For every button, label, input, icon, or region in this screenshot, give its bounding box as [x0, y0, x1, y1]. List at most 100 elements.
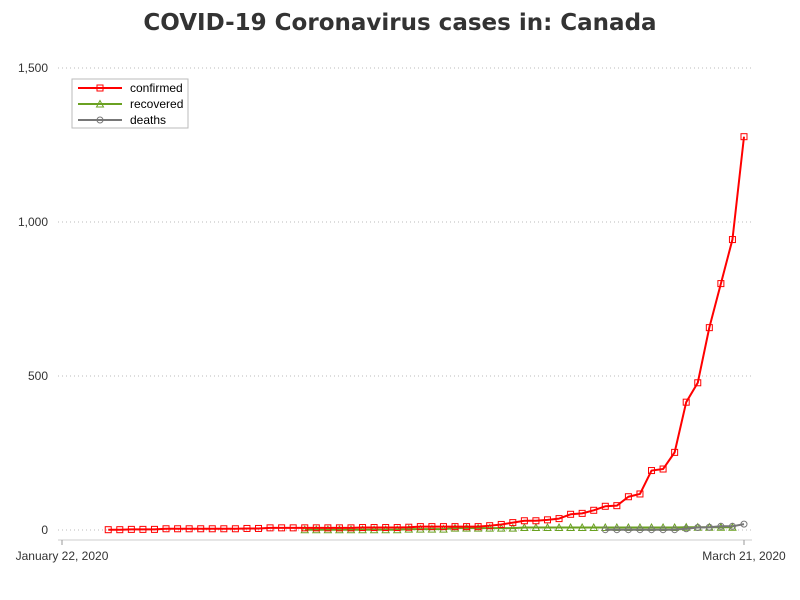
data-point-deaths — [682, 525, 690, 533]
data-point-recovered — [404, 524, 414, 533]
data-point-recovered — [346, 525, 356, 534]
data-point-confirmed — [740, 133, 748, 141]
series-line-deaths — [605, 523, 745, 531]
data-point-confirmed — [185, 525, 193, 533]
data-point-confirmed — [301, 524, 309, 532]
data-point-recovered — [520, 522, 529, 532]
data-point-recovered — [543, 522, 552, 532]
data-point-confirmed — [451, 523, 459, 531]
data-point-deaths — [705, 523, 713, 531]
data-point-deaths — [659, 526, 667, 534]
data-point-confirmed — [139, 525, 147, 533]
data-point-recovered — [450, 523, 460, 532]
series-line-confirmed — [108, 136, 745, 531]
data-point-recovered — [381, 525, 390, 534]
data-point-confirmed — [416, 523, 424, 531]
data-point-confirmed — [393, 524, 401, 532]
data-point-confirmed — [474, 523, 482, 531]
data-point-confirmed — [231, 525, 239, 533]
data-point-confirmed — [728, 236, 736, 244]
data-point-confirmed — [555, 515, 563, 523]
data-point-confirmed — [243, 524, 251, 532]
legend-label-recovered: recovered — [130, 97, 183, 111]
data-point-recovered — [427, 524, 437, 533]
data-point-confirmed — [613, 502, 621, 510]
data-point-confirmed — [578, 509, 586, 517]
legend-label-deaths: deaths — [130, 113, 166, 127]
data-point-confirmed — [543, 516, 551, 524]
data-point-recovered — [300, 525, 310, 534]
data-point-confirmed — [208, 525, 216, 533]
data-point-confirmed — [497, 520, 505, 528]
data-point-deaths — [648, 526, 656, 534]
data-point-deaths — [636, 526, 644, 534]
data-point-confirmed — [382, 524, 390, 532]
data-point-confirmed — [532, 517, 540, 525]
y-tick-label: 1,500 — [18, 61, 48, 75]
data-point-confirmed — [335, 524, 343, 532]
data-point-confirmed — [324, 524, 332, 532]
y-tick-label: 500 — [28, 369, 48, 383]
data-point-confirmed — [116, 526, 124, 534]
x-tick-label: March 21, 2020 — [702, 549, 786, 563]
data-point-confirmed — [174, 525, 182, 533]
data-point-confirmed — [636, 490, 644, 498]
data-point-confirmed — [359, 524, 367, 532]
data-point-confirmed — [671, 448, 679, 456]
y-tick-label: 1,000 — [18, 215, 48, 229]
data-point-confirmed — [347, 524, 355, 532]
data-point-deaths — [601, 526, 609, 534]
data-point-confirmed — [289, 524, 297, 532]
data-point-confirmed — [197, 525, 205, 533]
data-point-confirmed — [601, 502, 609, 510]
data-point-confirmed — [439, 523, 447, 531]
data-point-confirmed — [648, 467, 656, 475]
data-point-confirmed — [717, 280, 725, 288]
data-point-confirmed — [694, 379, 702, 387]
data-point-recovered — [439, 524, 448, 533]
data-point-confirmed — [463, 523, 471, 531]
data-point-confirmed — [486, 522, 494, 530]
data-point-recovered — [681, 522, 691, 531]
data-point-deaths — [671, 526, 679, 534]
data-point-deaths — [740, 520, 748, 528]
data-point-confirmed — [567, 510, 575, 518]
data-point-confirmed — [266, 524, 274, 532]
data-point-recovered — [554, 522, 564, 532]
data-point-confirmed — [150, 525, 158, 533]
legend-marker-confirmed — [96, 84, 104, 92]
data-point-recovered — [462, 523, 471, 532]
data-point-confirmed — [405, 523, 413, 531]
x-tick-label: January 22, 2020 — [16, 549, 109, 563]
data-point-deaths — [694, 524, 702, 532]
data-point-confirmed — [590, 506, 598, 514]
data-point-confirmed — [682, 398, 690, 406]
data-point-recovered — [392, 525, 402, 534]
legend-marker-deaths — [96, 116, 104, 124]
data-point-confirmed — [624, 493, 632, 501]
data-point-recovered — [577, 522, 587, 532]
data-point-confirmed — [509, 519, 517, 527]
data-point-deaths — [728, 522, 736, 530]
data-point-confirmed — [104, 526, 112, 534]
chart-title: COVID-19 Coronavirus cases in: Canada — [143, 10, 657, 36]
data-point-confirmed — [162, 525, 170, 533]
data-point-recovered — [589, 522, 599, 532]
data-point-confirmed — [278, 524, 286, 532]
data-point-deaths — [624, 526, 632, 534]
data-point-recovered — [473, 523, 483, 532]
data-point-confirmed — [520, 517, 528, 525]
data-point-confirmed — [220, 525, 228, 533]
data-point-confirmed — [428, 523, 436, 531]
legend-label-confirmed: confirmed — [130, 81, 183, 95]
data-point-confirmed — [127, 525, 135, 533]
data-point-recovered — [508, 523, 518, 532]
legend-marker-recovered — [95, 99, 105, 108]
data-point-recovered — [416, 524, 425, 533]
data-point-confirmed — [705, 324, 713, 332]
data-point-recovered — [369, 525, 379, 534]
data-point-confirmed — [370, 524, 378, 532]
data-point-recovered — [485, 523, 495, 532]
data-point-recovered — [335, 525, 344, 534]
data-point-recovered — [566, 522, 575, 532]
